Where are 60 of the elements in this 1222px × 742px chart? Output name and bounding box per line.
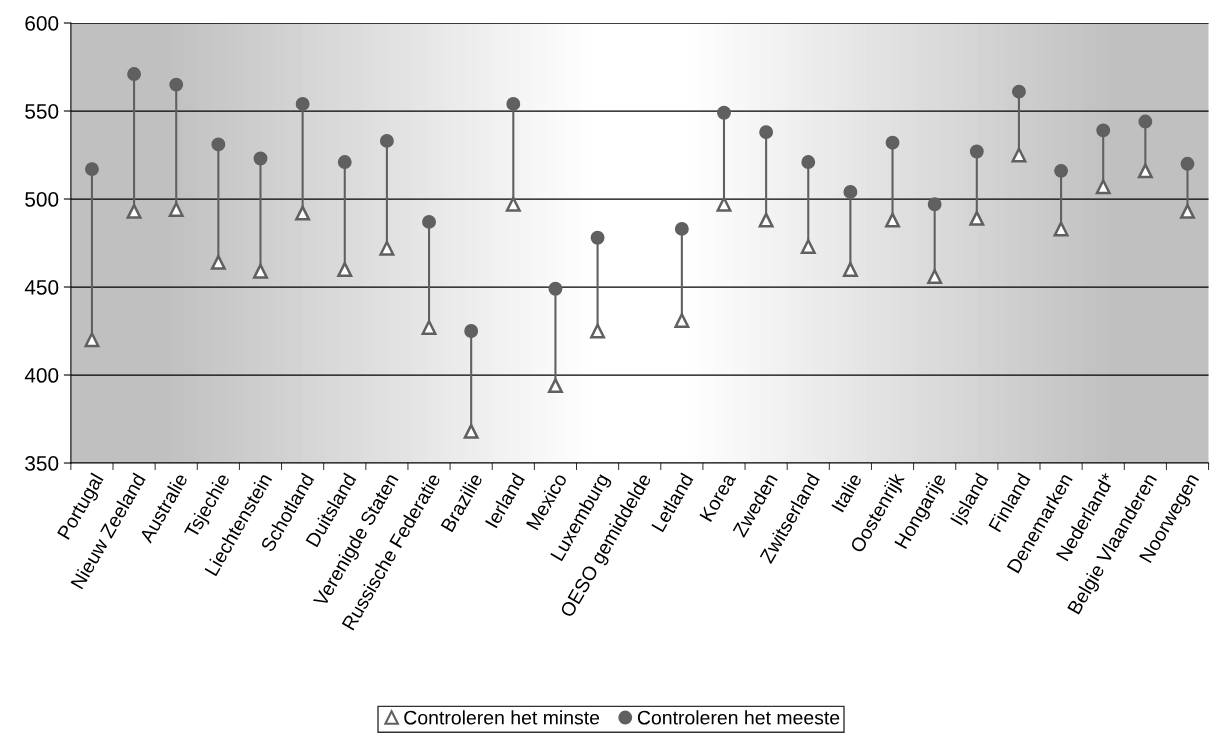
point [1096, 123, 1111, 138]
legend-label: Controleren het minste [404, 710, 600, 725]
y-tick-label: 600 [25, 16, 59, 31]
point [674, 221, 689, 236]
point [421, 319, 437, 335]
point [548, 281, 563, 296]
point [885, 212, 901, 228]
point [1011, 147, 1027, 163]
y-tick-label: 550 [25, 104, 59, 119]
point [379, 240, 395, 256]
point [842, 261, 858, 277]
point [843, 185, 858, 199]
point [885, 135, 900, 150]
point [422, 214, 436, 229]
point [505, 196, 521, 212]
y-tick-label: 350 [25, 456, 59, 471]
point [506, 97, 521, 111]
point [969, 210, 985, 226]
point [717, 105, 731, 120]
point [547, 378, 563, 394]
point [590, 323, 606, 339]
point [337, 261, 353, 277]
point [253, 151, 268, 166]
point [590, 230, 605, 245]
point [927, 197, 942, 212]
point [1095, 179, 1111, 195]
point [84, 332, 100, 348]
point [337, 155, 352, 169]
point [1054, 163, 1069, 178]
point [463, 423, 479, 439]
point [758, 212, 774, 228]
point [800, 239, 816, 255]
point [1179, 203, 1195, 219]
point [169, 77, 184, 92]
point [1137, 163, 1153, 179]
point [379, 133, 394, 148]
point [1011, 84, 1026, 99]
point [1138, 114, 1153, 129]
point [927, 268, 943, 284]
y-tick-label: 400 [24, 368, 59, 383]
point [1180, 156, 1195, 171]
point [84, 162, 99, 177]
point [801, 155, 816, 169]
point [127, 67, 142, 81]
point [674, 312, 690, 328]
point [295, 97, 310, 111]
point [210, 254, 226, 270]
point [969, 144, 984, 159]
legend-label: Controleren het meeste [637, 710, 840, 725]
point [1053, 221, 1069, 237]
point [126, 203, 142, 219]
y-tick-label: 500 [25, 192, 59, 207]
point [464, 324, 479, 338]
point [716, 196, 732, 212]
point [295, 205, 311, 221]
y-tick-label: 450 [24, 280, 59, 295]
point [168, 202, 184, 218]
point [211, 137, 226, 152]
point [759, 125, 774, 140]
point [252, 263, 268, 279]
